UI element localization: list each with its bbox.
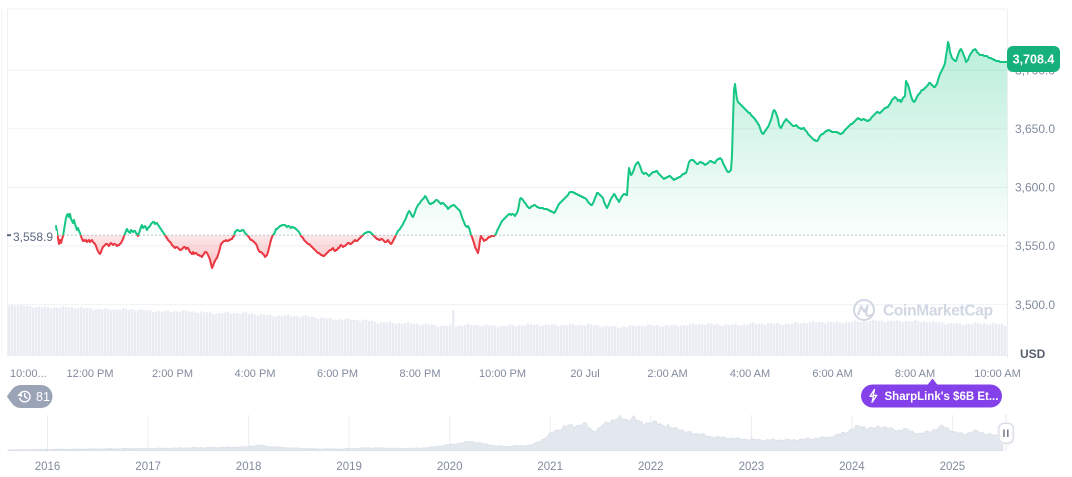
svg-text:6:00 PM: 6:00 PM: [317, 368, 358, 380]
svg-text:2021: 2021: [537, 461, 563, 473]
svg-text:2024: 2024: [839, 461, 865, 473]
svg-text:USD: USD: [1020, 347, 1046, 361]
svg-text:2023: 2023: [739, 461, 765, 473]
svg-text:20 Jul: 20 Jul: [570, 368, 599, 380]
svg-text:2:00 PM: 2:00 PM: [152, 368, 193, 380]
svg-text:4:00 PM: 4:00 PM: [235, 368, 276, 380]
svg-text:4:00 AM: 4:00 AM: [730, 368, 770, 380]
svg-text:3,708.4: 3,708.4: [1013, 53, 1055, 67]
svg-text:2:00 AM: 2:00 AM: [647, 368, 687, 380]
svg-text:2019: 2019: [336, 461, 362, 473]
svg-text:3,558.9: 3,558.9: [13, 230, 53, 244]
svg-text:10:00 PM: 10:00 PM: [479, 368, 526, 380]
svg-text:10:00 AM: 10:00 AM: [974, 368, 1020, 380]
svg-text:6:00 AM: 6:00 AM: [812, 368, 852, 380]
svg-text:SharpLink's $6B Et...: SharpLink's $6B Et...: [885, 391, 999, 403]
svg-text:2016: 2016: [35, 461, 61, 473]
svg-text:10:00...: 10:00...: [10, 368, 47, 380]
svg-text:2025: 2025: [940, 461, 966, 473]
svg-text:3,550.0: 3,550.0: [1015, 239, 1055, 253]
svg-text:2020: 2020: [437, 461, 463, 473]
svg-text:8:00 AM: 8:00 AM: [895, 368, 935, 380]
svg-text:3,600.0: 3,600.0: [1015, 181, 1055, 195]
svg-text:2022: 2022: [638, 461, 664, 473]
svg-text:3,650.0: 3,650.0: [1015, 122, 1055, 136]
svg-text:8:00 PM: 8:00 PM: [400, 368, 441, 380]
svg-text:12:00 PM: 12:00 PM: [66, 368, 113, 380]
svg-text:2018: 2018: [236, 461, 262, 473]
svg-text:CoinMarketCap: CoinMarketCap: [883, 303, 993, 320]
svg-text:3,500.0: 3,500.0: [1015, 298, 1055, 312]
svg-text:2017: 2017: [135, 461, 161, 473]
svg-text:81: 81: [36, 390, 50, 404]
